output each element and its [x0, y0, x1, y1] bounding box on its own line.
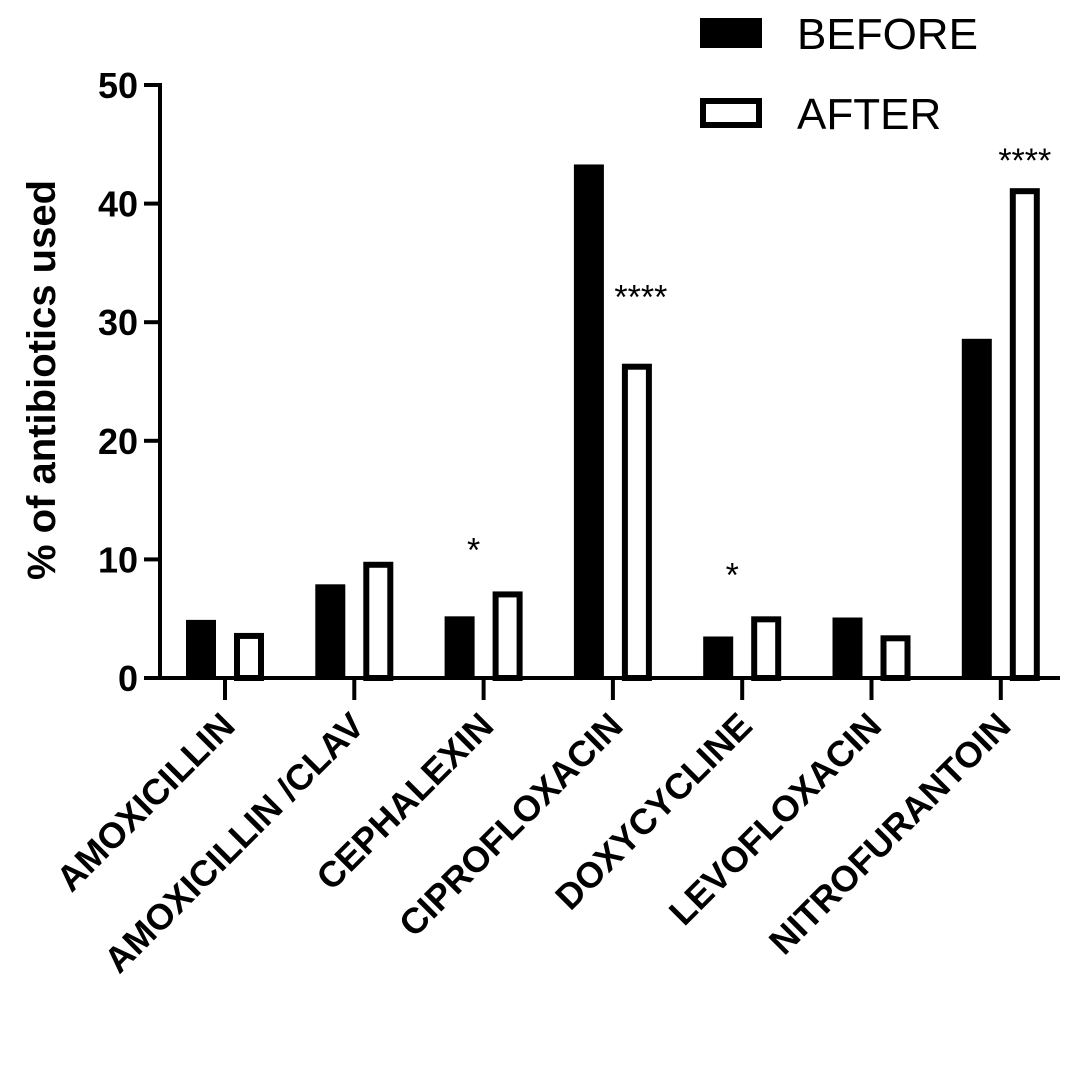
bar-after-doxycycline — [751, 616, 782, 682]
legend-label: AFTER — [797, 90, 941, 139]
bar-after-ciprofloxacin — [621, 363, 652, 681]
y-axis-label: % of antibiotics used — [20, 180, 64, 580]
significance-annotation: * — [467, 531, 480, 569]
bars-group — [186, 164, 1040, 682]
y-tick-label: 30 — [98, 302, 138, 343]
bar-after-cephalexin — [492, 591, 523, 681]
significance-annotation: * — [726, 556, 739, 594]
x-tick-label: LEVOFLOXACIN — [661, 705, 889, 933]
x-tick-label: CIPROFLOXACIN — [391, 705, 631, 945]
y-tick-label: 40 — [98, 184, 138, 225]
legend-swatch — [700, 18, 762, 48]
x-tick-label: AMOXICILLIN /CLAV — [96, 705, 372, 981]
legend-swatch — [700, 98, 762, 128]
y-tick-label: 20 — [98, 421, 138, 462]
legend-label: BEFORE — [797, 10, 978, 59]
bar-before-cephalexin — [444, 616, 475, 678]
y-tick-label: 0 — [118, 658, 138, 699]
significance-annotation: **** — [614, 279, 667, 317]
y-ticks-group: 0 10 20 30 40 50 — [98, 65, 160, 699]
bar-before-doxycycline — [703, 636, 734, 678]
legend: BEFORE AFTER — [700, 10, 978, 139]
bar-before-ciprofloxacin — [573, 164, 604, 678]
bar-after-amoxicillin-clav — [363, 561, 394, 681]
annotations-group: ********** — [467, 142, 1051, 594]
bar-after-amoxicillin — [234, 632, 264, 682]
bar-before-amoxicillin — [186, 619, 216, 678]
y-tick-label: 10 — [98, 539, 138, 580]
significance-annotation: **** — [998, 142, 1051, 180]
y-tick-label: 50 — [98, 65, 138, 106]
bar-before-nitrofurantoin — [961, 338, 992, 678]
bar-after-nitrofurantoin — [1009, 188, 1040, 681]
bar-after-levofloxacin — [880, 635, 911, 682]
x-tick-label: NITROFURANTOIN — [761, 705, 1019, 963]
bar-before-amoxicillin-clav — [315, 584, 346, 678]
bar-before-levofloxacin — [832, 617, 863, 678]
axes-group — [158, 83, 1060, 680]
